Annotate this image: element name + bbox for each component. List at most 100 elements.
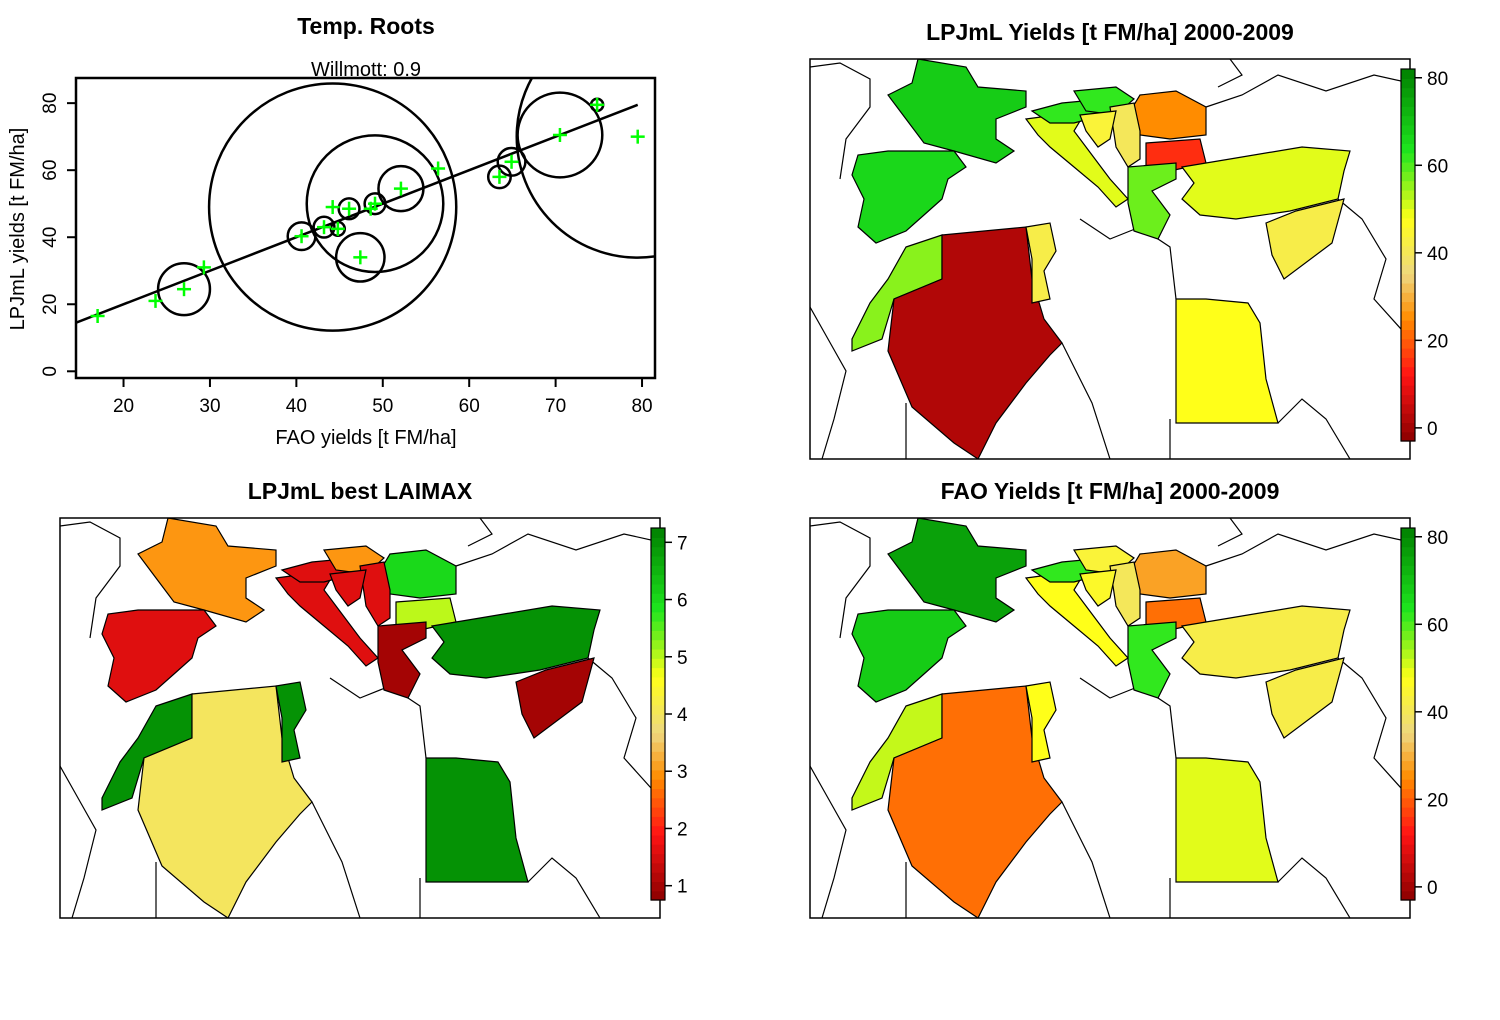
colorbar-segment: [651, 704, 665, 715]
colorbar-segment: [1401, 797, 1415, 808]
coastline: [60, 765, 97, 918]
region-egypt: [1175, 298, 1279, 424]
colorbar-segment: [1401, 115, 1415, 126]
coastline: [1217, 59, 1243, 88]
colorbar-segment: [1401, 366, 1415, 377]
colorbar-segment: [1401, 732, 1415, 743]
region-turkey: [430, 605, 601, 679]
scatter-panel: Temp. Roots Willmott: 0.9 20 30 40 50 60 70 80…: [7, 13, 657, 449]
colorbar-segment: [1401, 528, 1415, 538]
coastline: [1061, 801, 1111, 918]
coastline: [1205, 533, 1410, 567]
x-tick-label: 70: [545, 396, 566, 417]
colorbar-segment: [651, 611, 665, 622]
region-tunisia: [1025, 681, 1057, 763]
colorbar-segment: [1401, 639, 1415, 650]
error-circle: [515, 78, 655, 259]
region-syria: [1265, 657, 1345, 739]
colorbar-tick-label: 6: [677, 591, 688, 612]
colorbar-segment: [1401, 255, 1415, 265]
colorbar-segment: [1401, 714, 1415, 724]
data-point: [492, 169, 507, 184]
data-point: [504, 154, 519, 169]
colorbar-segment: [1401, 741, 1415, 752]
colorbar-segment: [1401, 807, 1415, 817]
coastline: [311, 801, 361, 918]
colorbar-segment: [651, 769, 665, 780]
colorbar-tick-label: 4: [677, 705, 688, 726]
colorbar-segment: [1401, 779, 1415, 789]
colorbar-segment: [1401, 357, 1415, 368]
coastline: [810, 306, 847, 459]
coastline: [1277, 398, 1351, 459]
region-spain: [101, 609, 217, 703]
colorbar-segment: [1401, 348, 1415, 358]
colorbar-segment: [1401, 630, 1415, 641]
coastline: [1217, 518, 1243, 547]
colorbar-segment: [1401, 236, 1415, 247]
error-circle: [305, 134, 445, 274]
error-circle: [312, 215, 336, 239]
x-tick-label: 50: [372, 396, 393, 417]
colorbar-segment: [1401, 413, 1415, 423]
map-area: [60, 518, 660, 918]
region-croatia: [1079, 569, 1117, 607]
coastline: [810, 62, 871, 180]
y-tick-label: 60: [40, 160, 61, 181]
colorbar-segment: [1401, 890, 1415, 901]
colorbar-segment: [651, 853, 665, 864]
colorbar-legend: 0 20 40 60 80: [1400, 527, 1448, 901]
colorbar-segment: [1401, 788, 1415, 799]
data-point: [368, 196, 383, 211]
colorbar-segment: [1401, 555, 1415, 566]
colorbar-segment: [1401, 134, 1415, 144]
map-title-lpjml-yields: LPJmL Yields [t FM/ha] 2000-2009: [926, 19, 1294, 45]
map-area: [810, 518, 1410, 918]
colorbar-segment: [1401, 431, 1415, 442]
colorbar-segment: [1401, 152, 1415, 163]
colorbar-segment: [1401, 621, 1415, 631]
colorbar-segment: [651, 788, 665, 799]
colorbar-segment: [651, 825, 665, 836]
region-france: [887, 59, 1027, 164]
colorbar-segment: [1401, 78, 1415, 89]
data-point: [294, 229, 309, 244]
colorbar-segment: [651, 890, 665, 901]
region-egypt: [425, 757, 529, 883]
colorbar-segment: [1401, 844, 1415, 855]
colorbar-segment: [1401, 565, 1415, 576]
map-area: [810, 59, 1410, 459]
colorbar-segment: [1401, 217, 1415, 228]
colorbar-segment: [1401, 676, 1415, 687]
colorbar-segment: [1401, 825, 1415, 836]
region-tunisia: [1025, 222, 1057, 304]
colorbar-segment: [1401, 106, 1415, 117]
data-point: [196, 260, 211, 275]
map-panel-fao-yields: FAO Yields [t FM/ha] 2000-2009 0 20 40 60 80: [809, 478, 1448, 919]
colorbar-segment: [1401, 834, 1415, 845]
x-tick-label: 40: [286, 396, 307, 417]
colorbar-segment: [1401, 853, 1415, 864]
colorbar-segment: [1401, 171, 1415, 182]
colorbar-segment: [1401, 422, 1415, 433]
colorbar-segment: [1401, 403, 1415, 414]
scatter-y-axis: 0 20 40 60 80: [40, 93, 76, 377]
colorbar-segment: [1401, 760, 1415, 771]
coastline: [1205, 74, 1410, 108]
colorbar-segment: [651, 732, 665, 743]
region-serbia: [1109, 561, 1141, 627]
data-point: [431, 161, 446, 176]
colorbar-tick-label: 0: [1427, 419, 1438, 440]
region-greece: [1127, 162, 1177, 240]
region-spain: [851, 150, 967, 244]
colorbar-segment: [1401, 704, 1415, 715]
coastline: [1061, 342, 1111, 459]
region-syria: [1265, 198, 1345, 280]
colorbar-segment: [1401, 301, 1415, 312]
colorbar-segment: [651, 779, 665, 789]
colorbar-segment: [1401, 282, 1415, 293]
colorbar-segment: [651, 528, 665, 538]
region-algeria: [137, 685, 313, 918]
region-algeria: [887, 685, 1063, 918]
colorbar-segment: [651, 844, 665, 855]
